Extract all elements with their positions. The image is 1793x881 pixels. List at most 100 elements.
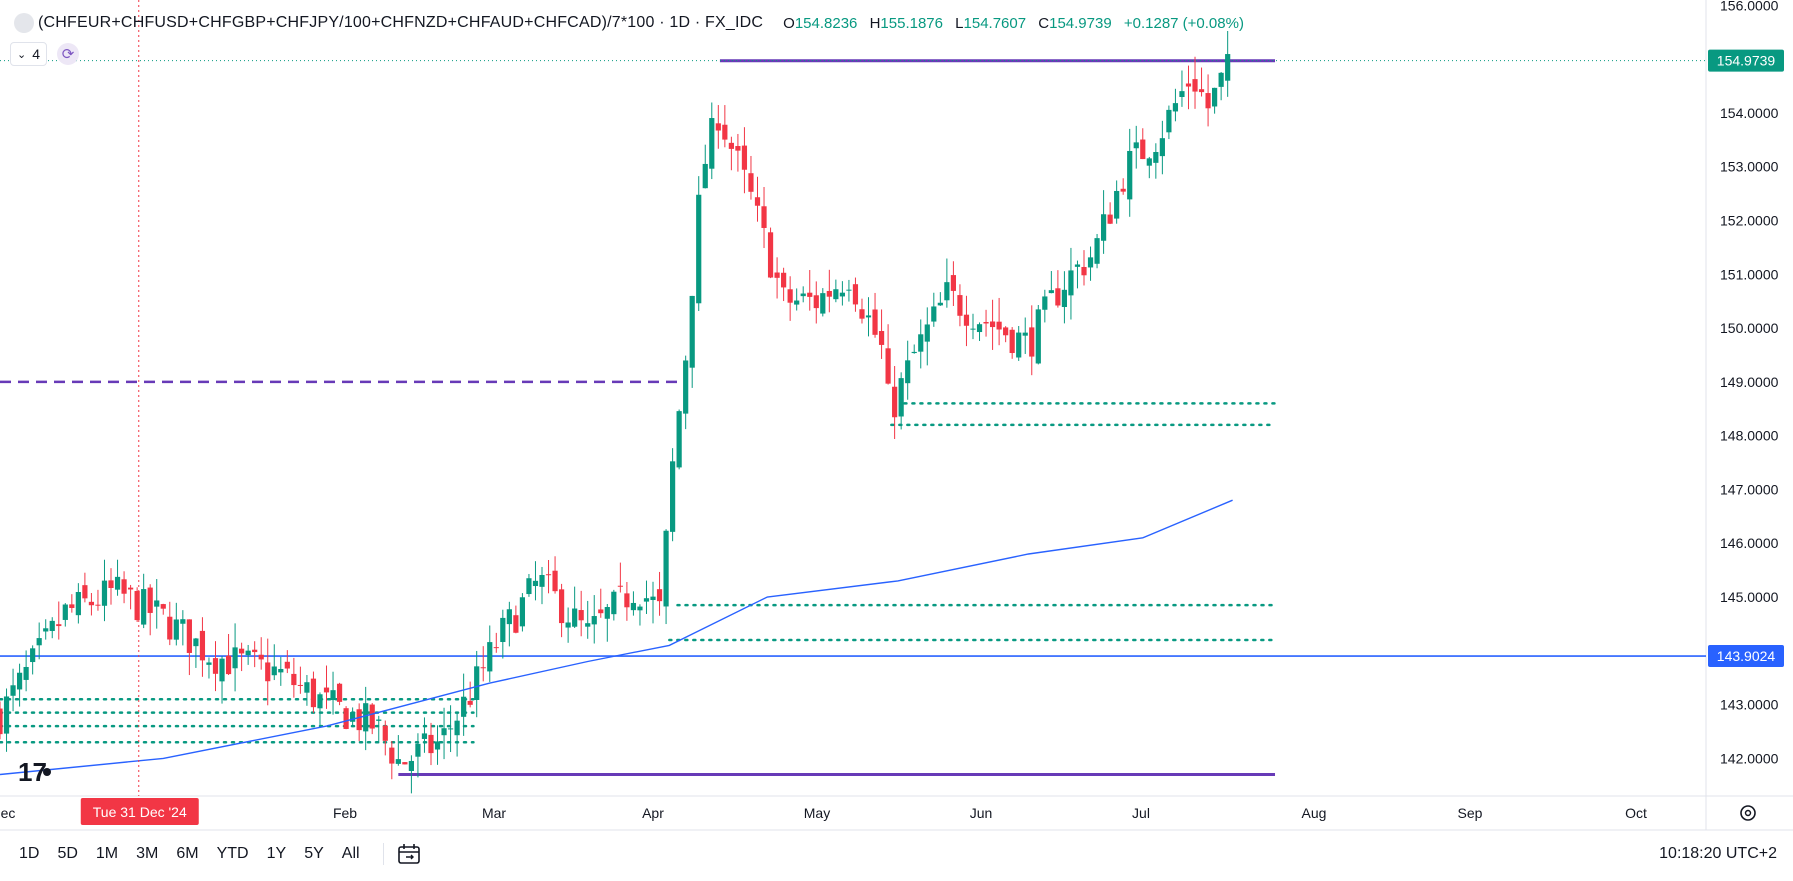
time-tick-label: Sep bbox=[1458, 805, 1483, 821]
candle bbox=[650, 581, 656, 624]
open-value: 154.8236 bbox=[794, 14, 858, 32]
range-button-5d[interactable]: 5D bbox=[57, 845, 78, 862]
candle-body bbox=[611, 591, 617, 615]
candle-body bbox=[1172, 103, 1179, 112]
candle-body bbox=[310, 678, 317, 708]
candle bbox=[852, 277, 859, 312]
price-tick-label: 145.0000 bbox=[1720, 589, 1779, 605]
candle bbox=[970, 313, 976, 340]
candle-body bbox=[892, 386, 898, 418]
candle-body bbox=[141, 589, 147, 625]
candle bbox=[1003, 326, 1009, 343]
candle bbox=[1212, 87, 1218, 114]
candle bbox=[36, 622, 42, 660]
candle bbox=[676, 409, 682, 470]
candle bbox=[1035, 304, 1041, 365]
candle bbox=[271, 644, 277, 681]
candle bbox=[395, 735, 401, 766]
candle-body bbox=[95, 604, 101, 606]
range-button-ytd[interactable]: YTD bbox=[216, 845, 249, 862]
candle bbox=[284, 650, 290, 674]
close-key: C bbox=[1038, 14, 1050, 32]
tradingview-logo-icon[interactable]: 17 bbox=[18, 757, 51, 787]
candle bbox=[1042, 289, 1048, 323]
candle bbox=[709, 102, 715, 180]
candle bbox=[363, 686, 369, 751]
indicators-toggle-button[interactable]: ⌄ 4 bbox=[10, 42, 48, 66]
candle-body bbox=[865, 315, 872, 318]
range-button-6m[interactable]: 6M bbox=[176, 845, 199, 862]
candle-body bbox=[957, 295, 963, 316]
candle-body bbox=[1055, 288, 1061, 306]
candle-body bbox=[1185, 83, 1192, 87]
range-button-3m[interactable]: 3M bbox=[136, 845, 159, 862]
candle bbox=[558, 583, 565, 638]
candle-body bbox=[278, 668, 284, 673]
candle bbox=[787, 276, 793, 321]
range-button-1y[interactable]: 1Y bbox=[266, 845, 287, 862]
candle bbox=[421, 717, 428, 753]
time-axis[interactable]: ec Feb Mar Apr May Jun Jul Aug Sep Oct bbox=[1, 805, 1756, 821]
candle-body bbox=[911, 351, 917, 354]
candle-body bbox=[918, 334, 924, 352]
symbol-title[interactable]: (CHFEUR+CHFUSD+CHFGBP+CHFJPY/100+CHFNZD+… bbox=[38, 14, 764, 31]
candle-body bbox=[526, 578, 532, 595]
candle-body bbox=[1114, 190, 1120, 219]
calendar-goto-icon[interactable] bbox=[394, 840, 424, 868]
candle bbox=[1055, 270, 1061, 308]
candle-body bbox=[774, 272, 780, 278]
crosshair-date-box bbox=[80, 798, 199, 825]
candle bbox=[656, 571, 663, 616]
candle-body bbox=[1212, 87, 1218, 107]
candle-body bbox=[434, 741, 441, 750]
candle bbox=[3, 688, 10, 752]
low-value: 154.7607 bbox=[963, 14, 1027, 32]
candle-body bbox=[134, 590, 140, 621]
clock[interactable]: 10:18:20 UTC+2 bbox=[1659, 845, 1777, 862]
candle bbox=[10, 668, 16, 712]
gear-icon[interactable] bbox=[1740, 805, 1756, 821]
candle-body bbox=[128, 587, 134, 590]
candle bbox=[88, 593, 95, 616]
high-key: H bbox=[869, 14, 881, 32]
candle-body bbox=[1198, 89, 1205, 93]
candle bbox=[885, 324, 891, 385]
candle bbox=[598, 588, 604, 618]
candle-body bbox=[1074, 264, 1081, 267]
candle bbox=[1061, 271, 1068, 324]
sync-icon[interactable]: ⟳ bbox=[57, 43, 80, 65]
price-axis[interactable]: 156.0000155.0000154.0000153.0000152.0000… bbox=[1708, 0, 1784, 766]
chart-legend: (CHFEUR+CHFUSD+CHFGBP+CHFJPY/100+CHFNZD+… bbox=[14, 12, 1244, 34]
candle bbox=[741, 127, 748, 194]
candle-body bbox=[852, 284, 859, 305]
candle-body bbox=[16, 672, 23, 690]
moving-average-line bbox=[0, 499, 1233, 776]
candle bbox=[617, 562, 623, 593]
candle bbox=[1016, 325, 1022, 361]
candle bbox=[265, 638, 271, 706]
range-button-all[interactable]: All bbox=[341, 845, 360, 862]
candle-body bbox=[82, 585, 88, 599]
candle bbox=[180, 610, 186, 646]
candle bbox=[101, 559, 108, 622]
candle-body bbox=[1159, 138, 1165, 157]
candle bbox=[1166, 105, 1172, 140]
candle bbox=[1218, 72, 1224, 101]
candle-body bbox=[252, 649, 258, 653]
candle-body bbox=[898, 378, 904, 417]
candle-body bbox=[846, 289, 852, 291]
candle-body bbox=[402, 762, 408, 765]
candle-body bbox=[1205, 93, 1211, 109]
candle-body bbox=[767, 232, 774, 278]
candle bbox=[1198, 67, 1205, 97]
range-button-1d[interactable]: 1D bbox=[19, 845, 40, 862]
candle-body bbox=[1009, 329, 1015, 354]
range-button-5y[interactable]: 5Y bbox=[304, 845, 324, 862]
candle bbox=[30, 645, 36, 675]
candle bbox=[918, 319, 924, 369]
candle bbox=[23, 650, 29, 692]
candle-body bbox=[1068, 270, 1074, 296]
range-button-1m[interactable]: 1M bbox=[95, 845, 119, 862]
candle bbox=[167, 601, 173, 646]
